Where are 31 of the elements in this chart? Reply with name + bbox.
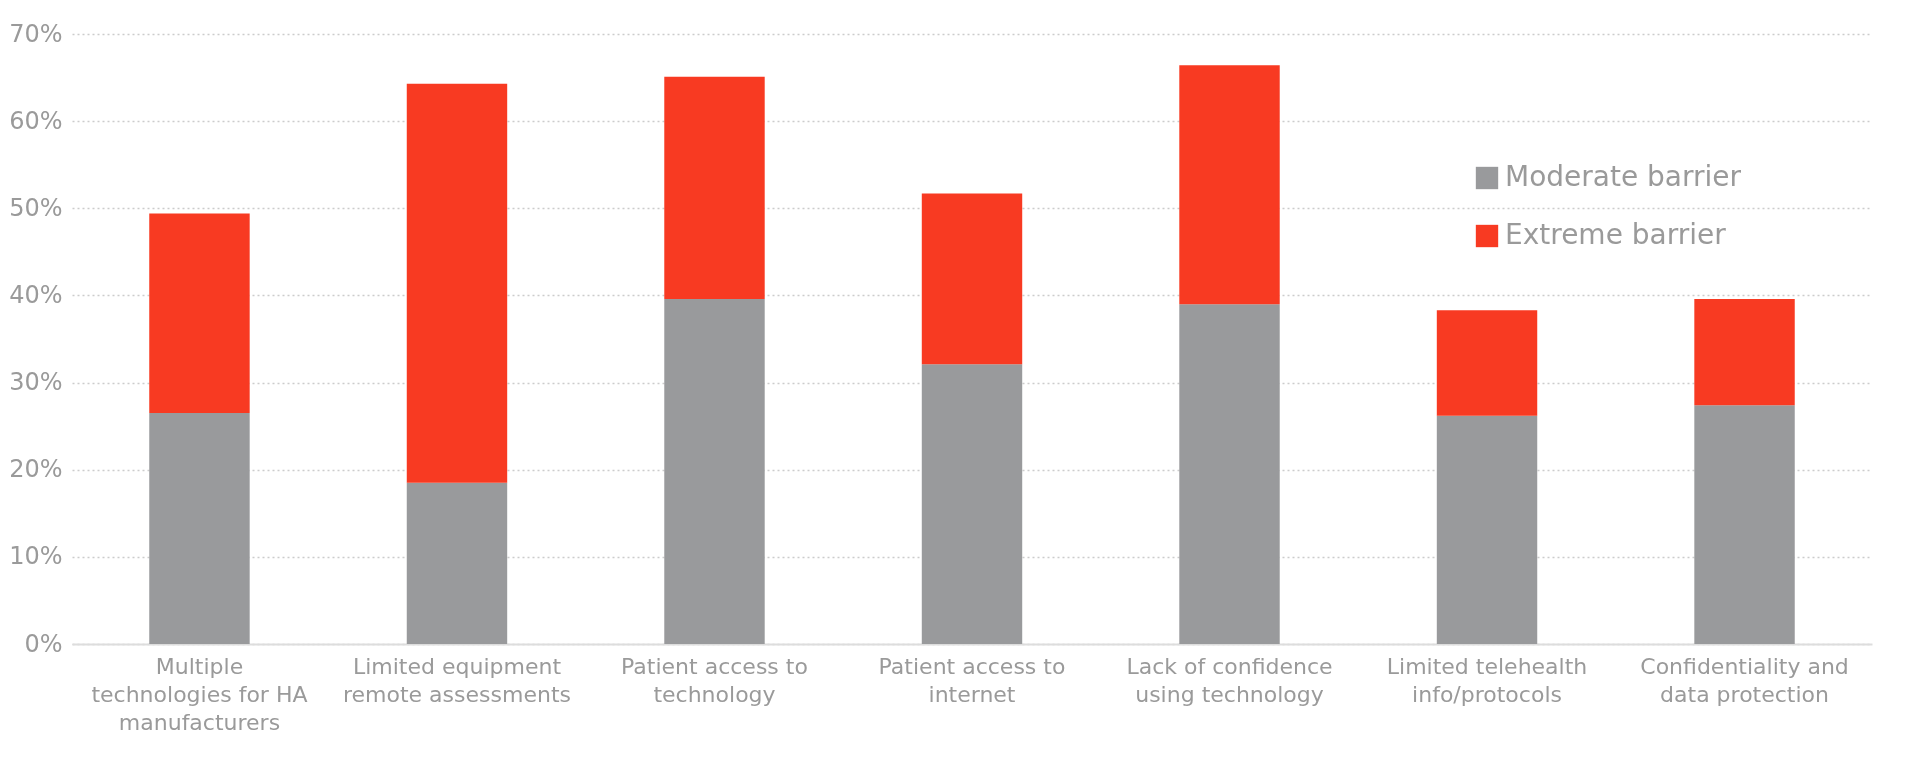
x-tick-label: Limited telehealth info/protocols	[1386, 653, 1588, 707]
bar	[1694, 405, 1795, 644]
bar	[1179, 65, 1280, 305]
bar	[1436, 415, 1538, 644]
x-tick-label: Lack of confidence using technology	[1126, 653, 1333, 707]
y-tick-label: 20%	[9, 455, 63, 484]
x-tick-label: Confidentiality and data protection	[1640, 653, 1849, 707]
y-tick-label: 30%	[9, 368, 63, 397]
bar	[664, 76, 765, 299]
bar	[921, 364, 1023, 644]
bar	[149, 213, 250, 414]
x-tick-label: Limited equipment remote assessments	[342, 653, 571, 707]
y-tick-label: 10%	[9, 542, 63, 571]
bar	[1436, 310, 1538, 416]
bar	[406, 482, 508, 644]
y-tick-label: 40%	[9, 280, 63, 309]
x-tick-label: Patient access to internet	[878, 653, 1066, 707]
y-tick-label: 0%	[24, 629, 63, 658]
y-tick-label: 50%	[9, 193, 63, 222]
bar	[1179, 304, 1280, 644]
bar	[149, 413, 250, 644]
y-tick-label: 60%	[9, 106, 63, 135]
bar	[921, 193, 1023, 365]
legend-label: Moderate barrier	[1505, 160, 1742, 193]
bar	[406, 83, 508, 483]
x-tick-label: Multiple technologies for HA manufacturers	[91, 653, 308, 735]
y-tick-label: 70%	[9, 19, 63, 48]
legend-label: Extreme barrier	[1505, 218, 1727, 251]
bar	[1694, 298, 1795, 406]
bar	[664, 298, 765, 644]
x-tick-label: Patient access to technology	[621, 653, 808, 707]
